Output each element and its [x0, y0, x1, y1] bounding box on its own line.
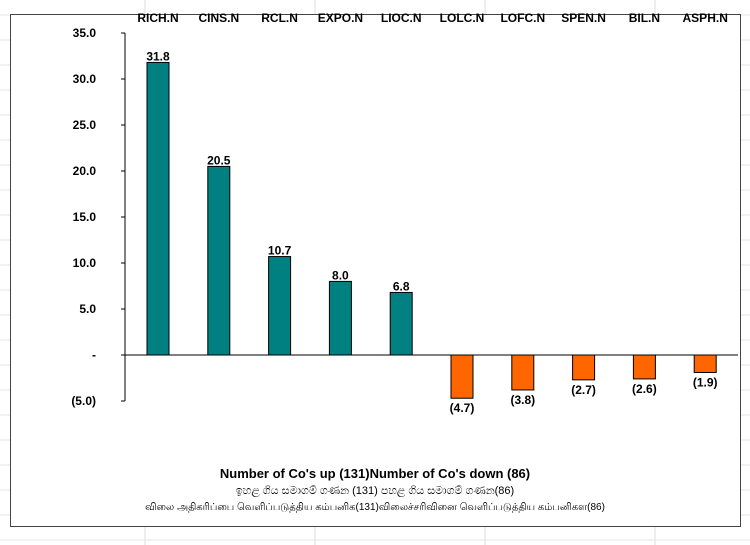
data-label: 10.7 — [268, 244, 292, 258]
data-label: (2.7) — [571, 383, 596, 397]
data-label: 8.0 — [332, 268, 349, 282]
bar — [328, 280, 352, 356]
bar — [693, 354, 717, 373]
bar — [207, 165, 231, 356]
footer-english: Number of Co's up (131)Number of Co's do… — [219, 466, 531, 481]
y-tick-label: - — [92, 348, 96, 362]
data-label: (2.6) — [632, 382, 657, 396]
footer-tamil: விலை அதிகரிப்பை வெளிப்படுத்திய கம்பனிக(1… — [145, 502, 605, 513]
category-label: CINS.N — [198, 11, 239, 25]
data-label: 6.8 — [393, 279, 410, 293]
y-tick-label: 15.0 — [73, 210, 97, 224]
category-label: LOLC.N — [440, 11, 485, 25]
y-tick-label: 10.0 — [73, 256, 97, 270]
y-tick-label: 35.0 — [73, 26, 97, 40]
bar — [146, 61, 170, 356]
chart-area[interactable] — [10, 14, 741, 527]
category-label: RICH.N — [137, 11, 178, 25]
bar — [389, 291, 413, 356]
category-label: LIOC.N — [381, 11, 422, 25]
data-label: 31.8 — [146, 49, 170, 63]
footer-sinhala: ඉහළ ගිය සමාගම් ගණන (131) පහළ ගිය සමාගම් … — [235, 485, 515, 497]
category-label: BIL.N — [629, 11, 660, 25]
y-tick-label: 30.0 — [73, 72, 97, 86]
data-label: (1.9) — [693, 375, 718, 389]
y-tick-label: (5.0) — [71, 394, 96, 408]
bar — [450, 354, 474, 399]
category-label: EXPO.N — [318, 11, 363, 25]
bar — [511, 354, 535, 391]
category-label: SPEN.N — [561, 11, 606, 25]
bar — [268, 256, 292, 356]
y-tick-label: 25.0 — [73, 118, 97, 132]
category-label: RCL.N — [261, 11, 298, 25]
category-label: LOFC.N — [500, 11, 545, 25]
data-label: 20.5 — [207, 153, 231, 167]
category-label: ASPH.N — [683, 11, 728, 25]
bar — [632, 354, 656, 380]
y-tick-label: 5.0 — [79, 302, 96, 316]
data-label: (4.7) — [450, 401, 475, 415]
bar — [572, 354, 596, 381]
y-tick-label: 20.0 — [73, 164, 97, 178]
data-label: (3.8) — [510, 393, 535, 407]
